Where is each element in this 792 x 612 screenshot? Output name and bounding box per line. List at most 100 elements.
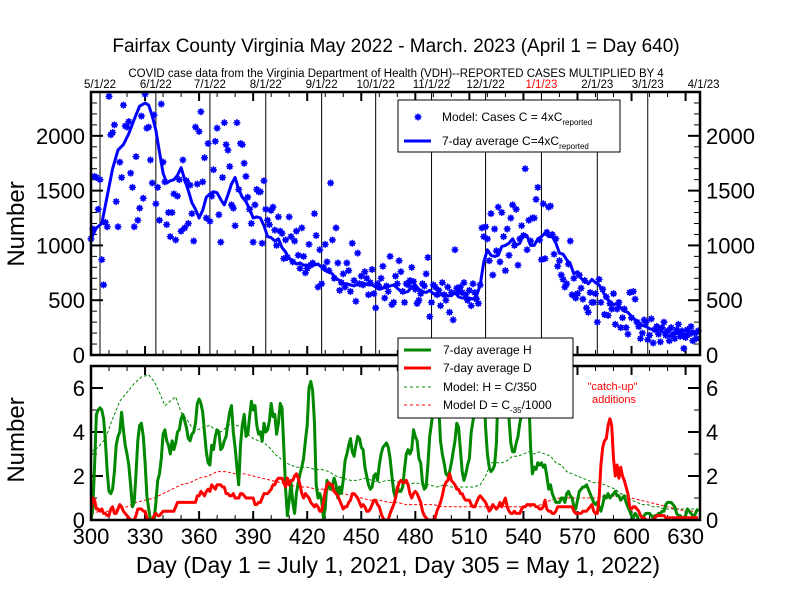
x-tick-label: 390 <box>235 524 272 549</box>
data-point <box>137 112 145 120</box>
data-point <box>233 119 241 127</box>
data-point <box>184 220 192 227</box>
legend-label-cases: Model: Cases C = 4xCreported <box>442 110 592 127</box>
data-point <box>157 100 165 108</box>
data-point <box>512 205 520 213</box>
y-tick-label: 500 <box>706 288 743 313</box>
y-tick-label: 1500 <box>706 179 755 204</box>
data-point <box>534 183 542 191</box>
data-point <box>541 255 549 263</box>
legend-label-model-d-sub: -35 <box>510 406 522 415</box>
data-point <box>485 257 493 265</box>
data-point <box>372 304 380 312</box>
data-point <box>139 194 147 202</box>
data-point <box>305 240 313 248</box>
data-point <box>377 274 385 282</box>
data-point <box>637 335 645 343</box>
data-point <box>456 283 464 291</box>
average-solid-line <box>91 366 700 520</box>
data-point <box>617 324 625 332</box>
data-point <box>294 251 302 259</box>
data-point <box>619 314 627 322</box>
month-label: 10/1/22 <box>356 79 394 91</box>
data-point <box>199 178 207 186</box>
data-point <box>462 291 470 299</box>
data-point <box>291 237 299 245</box>
y-tick-label: 2000 <box>36 124 85 149</box>
legend-label-model-d-main: Model D = C <box>443 398 510 412</box>
data-point <box>555 257 563 265</box>
data-point <box>505 251 513 259</box>
data-point <box>521 165 529 173</box>
x-tick-label: 450 <box>343 524 380 549</box>
data-point <box>109 129 117 137</box>
data-point <box>523 246 531 254</box>
legend-label-model-d-tail: /1000 <box>522 398 552 412</box>
x-tick-label: 630 <box>667 524 704 549</box>
data-point <box>496 258 504 266</box>
data-point <box>310 210 318 218</box>
data-point <box>321 240 329 248</box>
data-point <box>219 173 227 181</box>
data-point <box>155 216 163 224</box>
data-point <box>312 232 320 240</box>
lower-y-axis-label: Number <box>3 397 30 482</box>
data-point <box>449 316 457 324</box>
legend-label-cases-sub: reported <box>562 118 592 127</box>
data-point <box>501 267 509 275</box>
y-tick-label: 0 <box>706 343 718 368</box>
data-point <box>339 270 347 278</box>
data-point <box>415 296 423 304</box>
data-point <box>332 224 340 232</box>
data-point <box>132 153 140 161</box>
data-point <box>507 214 515 222</box>
data-point <box>435 286 443 294</box>
data-point <box>345 267 353 275</box>
data-point <box>316 246 324 254</box>
y-tick-label: 4 <box>73 420 85 445</box>
data-point <box>474 299 482 307</box>
data-point <box>386 252 394 260</box>
data-point <box>350 276 358 284</box>
y-tick-label: 0 <box>706 508 718 533</box>
month-labels: 5/1/22 6/1/22 7/1/22 8/1/22 9/1/22 10/1/22 11/… <box>84 79 720 91</box>
data-point <box>96 176 104 184</box>
data-point <box>467 302 475 310</box>
legend-label-avg-main: 7-day average C=4xC <box>442 134 559 148</box>
data-point <box>224 146 232 154</box>
data-point <box>647 315 655 323</box>
chart-subtitle: COVID case data from the Virginia Depart… <box>128 68 664 80</box>
legend-label-model-d: Model D = C-35/1000 <box>443 398 552 415</box>
data-point <box>563 280 571 288</box>
data-point <box>680 344 688 352</box>
data-point <box>426 313 434 321</box>
data-point <box>573 290 581 298</box>
data-point <box>145 123 153 131</box>
data-point <box>665 337 673 345</box>
data-point <box>390 298 398 306</box>
data-point <box>112 198 120 206</box>
data-point <box>570 274 578 282</box>
data-point <box>577 284 585 292</box>
data-point <box>642 318 650 326</box>
data-point <box>566 237 574 245</box>
month-label: 8/1/22 <box>250 79 282 91</box>
data-point <box>348 239 356 247</box>
y-tick-label: 2000 <box>706 124 755 149</box>
upper-legend-box <box>397 99 621 153</box>
data-point <box>318 280 326 288</box>
upper-panel: 5/1/22 6/1/22 7/1/22 8/1/22 9/1/22 10/1/22 11/… <box>3 79 755 368</box>
data-point <box>146 156 154 164</box>
data-point <box>397 268 405 276</box>
data-point <box>195 127 203 135</box>
x-tick-label: 510 <box>451 524 488 549</box>
data-point <box>368 266 376 274</box>
data-point <box>210 166 218 174</box>
data-point <box>128 183 136 191</box>
upper-plot-frame <box>89 90 702 357</box>
y-tick-label: 6 <box>73 376 85 401</box>
data-point <box>584 308 592 316</box>
data-point <box>226 163 234 171</box>
data-point <box>323 258 331 266</box>
data-point <box>361 268 369 276</box>
